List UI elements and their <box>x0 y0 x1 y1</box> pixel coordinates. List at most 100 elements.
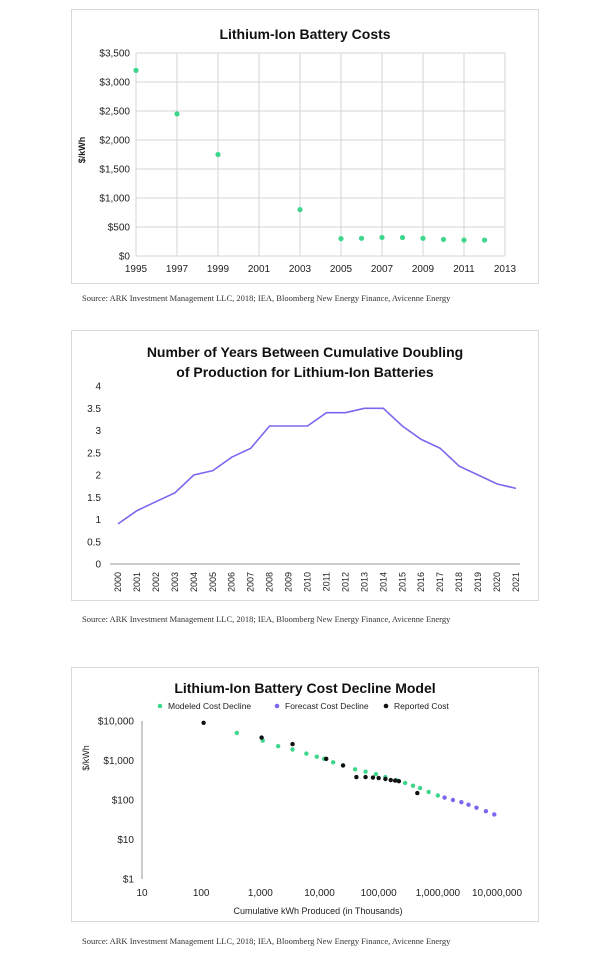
data-point <box>483 809 489 814</box>
data-point <box>442 795 447 800</box>
data-point <box>450 797 456 803</box>
data-point <box>481 237 488 243</box>
chart-cost-decline-model: Lithium-Ion Battery Cost Decline Model M… <box>71 667 539 922</box>
data-point <box>415 790 420 796</box>
y-tick-label: 0 <box>95 560 101 571</box>
data-point <box>358 235 365 241</box>
y-tick-label: $3,500 <box>99 49 130 60</box>
data-point <box>314 754 319 759</box>
legend-label: Forecast Cost Decline <box>285 701 369 711</box>
data-point <box>466 802 471 807</box>
y-tick-label: $0 <box>119 252 131 263</box>
data-point <box>363 774 368 780</box>
x-tick-label: 10,000 <box>304 888 335 899</box>
data-point <box>388 777 393 783</box>
source-note: Source: ARK Investment Management LLC, 2… <box>82 936 451 946</box>
data-point <box>259 735 264 740</box>
x-tick-label: 2011 <box>453 264 475 275</box>
x-tick-label: 1,000 <box>248 888 273 899</box>
series-line <box>117 407 517 525</box>
chart-battery-costs-svg: Lithium-Ion Battery Costs $/kWh $0 $500 $1… <box>77 26 517 275</box>
chart-title: Lithium-Ion Battery Cost Decline Model <box>174 680 435 696</box>
y-tick-label: 2 <box>95 471 101 482</box>
x-tick-label: 2005 <box>208 572 218 592</box>
chart-battery-costs: Lithium-Ion Battery Costs $/kWh $0 $500 $1… <box>71 9 539 284</box>
y-axis-label: $/kWh <box>81 745 91 771</box>
data-point <box>440 236 447 243</box>
legend-marker <box>157 703 163 709</box>
x-tick-label: 2001 <box>132 572 142 592</box>
data-point <box>417 785 423 791</box>
x-tick-label: 2017 <box>435 572 445 592</box>
y-tick-label: 1.5 <box>87 493 101 504</box>
data-point <box>234 730 239 736</box>
x-tick-label: 2003 <box>170 572 180 592</box>
data-point <box>461 237 467 243</box>
legend-marker <box>383 703 389 709</box>
x-tick-label: 10,000,000 <box>472 888 522 899</box>
x-tick-label: 2009 <box>412 264 435 275</box>
x-tick-label: 100 <box>193 888 210 899</box>
x-tick-label: 2000 <box>113 572 123 592</box>
x-tick-label: 2011 <box>321 572 331 591</box>
y-tick-label: $10 <box>117 835 134 846</box>
y-tick-label: $10,000 <box>98 717 135 728</box>
data-point <box>133 67 139 73</box>
legend-marker <box>274 703 280 709</box>
x-tick-label: 1995 <box>125 264 148 275</box>
y-tick-label: 0.5 <box>87 537 101 548</box>
y-tick-label: 4 <box>95 382 101 393</box>
x-tick-label: 1,000,000 <box>416 888 461 899</box>
x-tick-label: 2005 <box>330 264 353 275</box>
data-point <box>290 741 295 747</box>
x-tick-label: 2014 <box>378 572 388 592</box>
chart-title-line-1: Number of Years Between Cumulative Doubl… <box>147 344 463 360</box>
data-point <box>435 793 441 798</box>
x-tick-label: 2013 <box>359 572 369 592</box>
x-tick-label: 2007 <box>371 264 394 275</box>
chart-cost-decline-model-svg: Lithium-Ion Battery Cost Decline Model M… <box>81 680 522 916</box>
data-point <box>297 207 303 213</box>
x-tick-label: 100,000 <box>361 888 398 899</box>
data-point <box>392 778 398 783</box>
data-point <box>215 151 221 158</box>
y-axis-label: $/kWh <box>77 137 87 164</box>
data-point <box>352 767 358 772</box>
data-point <box>396 778 402 784</box>
data-point <box>370 775 376 780</box>
x-tick-label: 1997 <box>166 264 189 275</box>
data-point <box>330 760 336 765</box>
y-tick-label: $1,000 <box>103 756 134 767</box>
y-tick-label: 3 <box>95 426 101 437</box>
data-point <box>410 783 416 788</box>
data-point <box>399 234 406 241</box>
y-tick-label: $1,500 <box>99 165 130 176</box>
x-tick-label: 2006 <box>227 572 237 592</box>
x-tick-label: 2007 <box>246 572 256 592</box>
x-tick-label: 2019 <box>473 572 483 592</box>
x-tick-label: 2021 <box>511 572 521 592</box>
data-point <box>201 720 206 726</box>
y-tick-label: 1 <box>95 515 101 526</box>
x-tick-label: 2018 <box>454 572 464 592</box>
data-point <box>379 234 385 241</box>
data-point <box>338 236 344 242</box>
data-point <box>340 763 346 768</box>
data-point <box>304 751 309 756</box>
x-tick-label: 1999 <box>207 264 230 275</box>
data-point <box>373 771 379 777</box>
x-tick-label: 2016 <box>416 572 426 592</box>
y-tick-label: $1 <box>123 875 135 886</box>
x-tick-label: 2010 <box>303 572 313 592</box>
chart-title: Lithium-Ion Battery Costs <box>219 26 390 42</box>
x-tick-label: 2003 <box>289 264 312 275</box>
data-point <box>324 756 329 762</box>
y-tick-label: $1,000 <box>99 194 130 205</box>
data-point <box>426 789 431 795</box>
y-tick-label: $2,000 <box>99 136 130 147</box>
y-tick-label: $500 <box>108 223 131 234</box>
chart-doubling-years-svg: Number of Years Between Cumulative Doubl… <box>87 344 521 592</box>
x-tick-label: 2001 <box>248 264 271 275</box>
chart-doubling-years: Number of Years Between Cumulative Doubl… <box>71 330 539 601</box>
x-axis-label: Cumulative kWh Produced (in Thousands) <box>234 906 403 916</box>
